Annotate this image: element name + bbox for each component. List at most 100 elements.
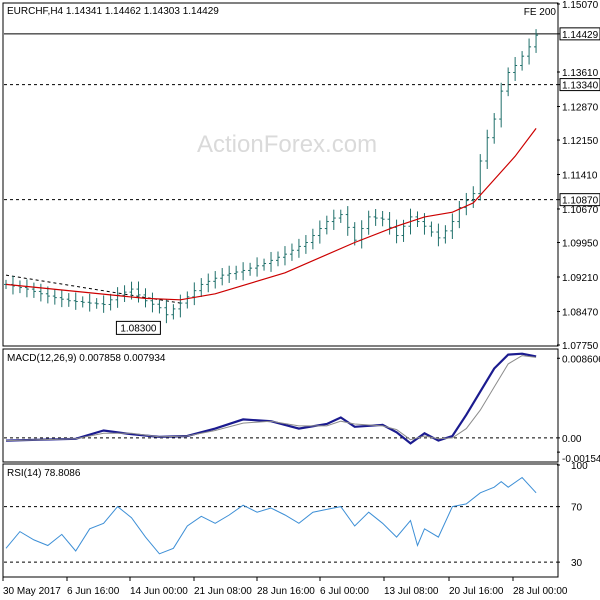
price-bar [157,298,162,314]
moving-average-line [5,128,537,301]
price-bar [38,283,43,302]
price-bar [366,210,371,235]
rsi-tick-label: 100 [571,461,588,472]
price-bar [303,235,308,254]
low-value: 1.14303 [144,6,181,17]
price-bar [352,222,357,246]
price-bar [478,154,483,201]
macd-axis-ticks: 0.008606 0.00 -0.001541 [557,354,600,465]
price-tick-label: 1.07750 [562,341,599,352]
price-bar [457,200,462,229]
price-tick-label: 1.09950 [562,239,599,250]
price-bar [241,262,246,281]
price-bar [499,82,504,128]
price-tick-label: 1.12870 [562,102,599,113]
price-bar [178,294,183,318]
price-bar [73,292,78,310]
price-bar [387,211,392,235]
time-tick-label: 20 Jul 16:00 [449,586,504,597]
rsi-panel: RSI(14) 78.8086 100 70 30 [2,461,588,578]
time-tick-label: 28 Jul 00:00 [513,586,568,597]
open-value: 1.14341 [66,6,103,17]
macd-panel: MACD(12,26,9) 0.007858 0.007934 0.008606… [2,348,600,465]
time-tick-label: 21 Jun 08:00 [194,586,252,597]
time-tick-label: 30 May 2017 [3,586,61,597]
price-bar [59,289,64,308]
price-bar [527,38,532,65]
price-bar [282,246,287,266]
high-value: 1.14462 [105,6,142,17]
price-bar [87,293,92,312]
price-bar [199,278,204,298]
moving-average-group [5,128,537,301]
price-tick-label: 1.15070 [562,0,599,11]
price-tick-label: 1.13340 [562,81,599,92]
price-bar [101,295,106,313]
rsi-line [5,476,537,555]
macd-title: MACD(12,26,9) 0.007858 0.007934 [7,353,166,364]
signal-line [5,355,537,442]
price-bar [471,186,476,208]
macd-lines-group [5,352,537,445]
time-tick-label: 6 Jun 16:00 [67,586,120,597]
price-bar [443,225,448,244]
price-bar [276,251,280,267]
price-panel: ActionForex.com EURCHF,H4 1.14341 1.1446… [2,0,600,352]
price-bar [331,209,336,230]
price-panel-title: EURCHF,H4 1.14341 1.14462 1.14303 1.1442… [7,6,219,17]
low-annotation-box [115,320,161,335]
price-bar [255,257,260,277]
price-bar [310,228,315,250]
price-bar [122,285,127,303]
price-bar [66,293,71,307]
price-bar [234,265,239,280]
price-tick-label: 1.13610 [562,68,599,79]
price-bar [338,209,343,223]
price-bar [262,258,267,271]
price-bar [150,292,155,313]
price-bars-group [4,29,539,324]
price-bar [464,192,469,216]
price-bar [213,271,218,289]
price-bar [206,273,211,293]
rsi-tick-label: 30 [571,558,583,569]
price-bar [136,281,141,303]
rsi-title: RSI(14) 78.8086 [7,468,81,479]
price-bar [45,286,50,304]
price-tick-label: 1.12150 [562,136,599,147]
price-bar [492,113,497,144]
symbol-title: EURCHF,H4 [7,6,64,17]
macd-tick-label: -0.001541 [562,454,600,465]
price-bar [108,293,113,311]
price-bar [296,238,301,258]
macd-tick-label: 0.008606 [562,354,600,365]
price-tick-highlight-box [559,193,600,207]
price-tick-highlight-box [559,27,600,41]
price-bar [534,29,539,53]
time-tick-label: 6 Jul 00:00 [320,586,369,597]
rsi-panel-frame [2,463,559,578]
time-tick-label: 28 Jun 16:00 [257,586,315,597]
price-bar [520,51,525,71]
price-tick-label: 1.08470 [562,307,599,318]
price-bar [317,220,322,244]
price-bar [94,298,99,309]
price-tick-label: 1.10670 [562,205,599,216]
price-bar [506,67,511,97]
price-bar [513,57,518,81]
rsi-lines-group [5,476,537,555]
price-bar [185,291,190,309]
price-reference-lines [4,33,557,201]
indicator-tag: FE 200 [524,7,557,18]
close-value: 1.14429 [183,6,220,17]
price-bar [450,213,455,240]
price-bar [80,296,85,308]
price-bar [52,289,57,305]
rsi-axis-ticks: 100 70 30 [557,461,588,569]
price-bar [220,268,225,286]
price-bar [345,206,350,236]
price-tick-label: 1.10870 [562,196,599,207]
price-tick-label: 1.14429 [562,30,599,41]
watermark: ActionForex.com [197,131,377,158]
